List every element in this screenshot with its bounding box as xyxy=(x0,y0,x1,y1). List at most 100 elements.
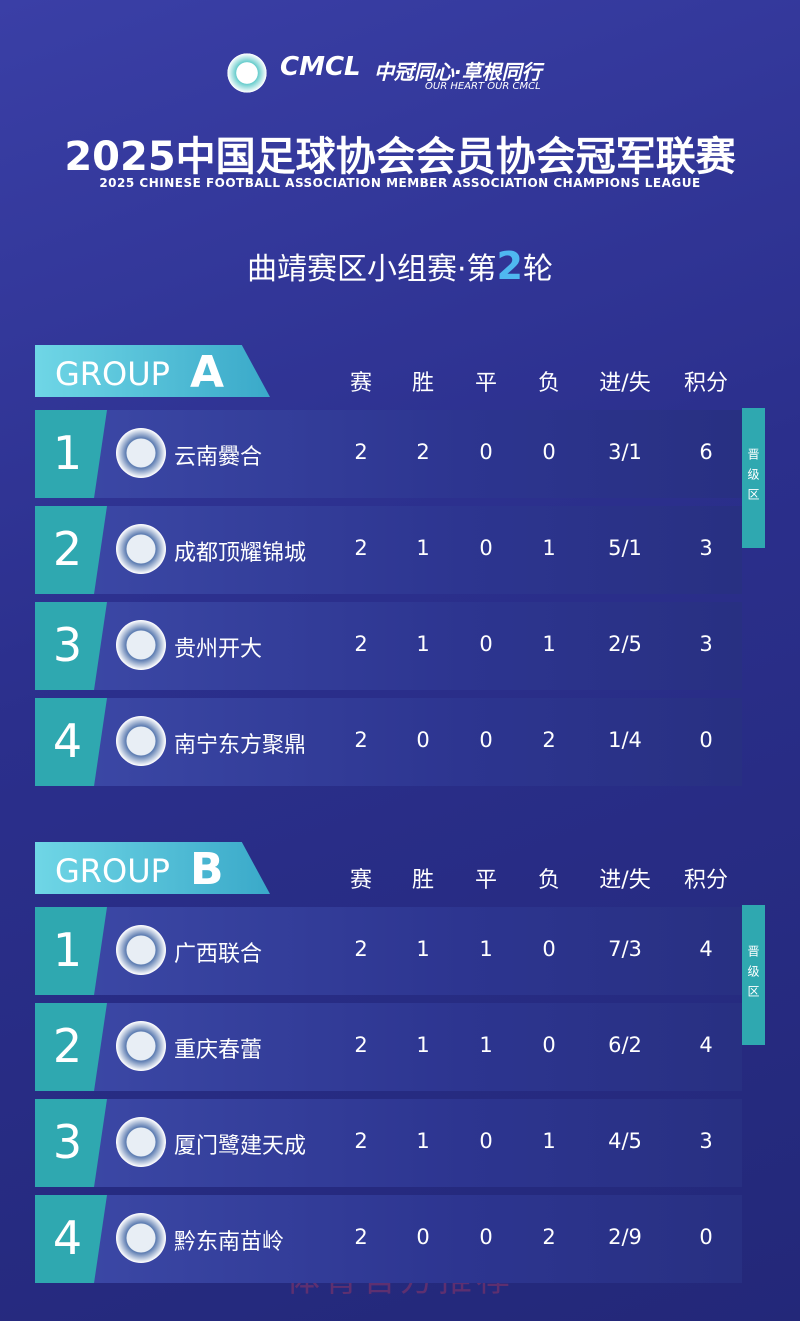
cell: 1 xyxy=(479,937,493,961)
rank: 2 xyxy=(52,522,83,576)
cell: 0 xyxy=(479,1225,493,1249)
cell: 3 xyxy=(699,632,713,656)
cell: 4/5 xyxy=(608,1129,642,1153)
team-logo xyxy=(116,1213,166,1263)
rank-bg xyxy=(35,698,107,786)
cell: 0 xyxy=(479,1129,493,1153)
cell: 0 xyxy=(479,440,493,464)
logo-text: CMCL xyxy=(280,52,361,82)
column-header: 进/失 xyxy=(599,371,651,396)
team-name: 成都顶耀锦城 xyxy=(174,541,307,566)
rank: 1 xyxy=(52,923,83,977)
column-header: 胜 xyxy=(411,868,434,893)
cell: 4 xyxy=(699,1033,713,1057)
team-name: 黔东南苗岭 xyxy=(174,1230,285,1255)
cell: 6/2 xyxy=(608,1033,642,1057)
cell: 7/3 xyxy=(608,937,642,961)
zone-tab: 晋级区 xyxy=(742,905,765,1045)
cell: 0 xyxy=(416,1225,430,1249)
column-header: 胜 xyxy=(411,371,434,396)
round-text: 轮 xyxy=(523,252,553,287)
cell: 2 xyxy=(354,1033,368,1057)
team-name: 重庆春蕾 xyxy=(174,1038,263,1063)
cell: 0 xyxy=(542,1033,556,1057)
slogan-en: OUR HEART OUR CMCL xyxy=(425,81,541,92)
cell: 2 xyxy=(354,536,368,560)
team-name: 贵州开大 xyxy=(174,637,263,662)
group-banner xyxy=(35,345,270,397)
cell: 0 xyxy=(699,1225,713,1249)
cell: 1 xyxy=(542,1129,556,1153)
round-text: 曲靖赛区小组赛·第 xyxy=(247,252,497,287)
cell: 2/9 xyxy=(608,1225,642,1249)
cell: 1 xyxy=(416,536,430,560)
team-logo xyxy=(116,428,166,478)
cell: 2 xyxy=(354,1129,368,1153)
cell: 3 xyxy=(699,1129,713,1153)
rank-bg xyxy=(35,907,107,995)
team-logo xyxy=(116,524,166,574)
team-name: 南宁东方聚鼎 xyxy=(174,733,307,758)
cell: 1 xyxy=(416,1129,430,1153)
team-name: 云南爨合 xyxy=(174,445,263,470)
rank: 1 xyxy=(52,426,83,480)
team-name: 广西联合 xyxy=(174,942,263,967)
cell: 4 xyxy=(699,937,713,961)
cell: 3/1 xyxy=(608,440,642,464)
cell: 0 xyxy=(542,937,556,961)
cell: 2 xyxy=(416,440,430,464)
cell: 1 xyxy=(542,632,556,656)
cell: 3 xyxy=(699,536,713,560)
cell: 1 xyxy=(479,1033,493,1057)
rank: 4 xyxy=(52,714,83,768)
column-header: 平 xyxy=(474,371,497,396)
cell: 0 xyxy=(699,728,713,752)
team-logo xyxy=(116,1021,166,1071)
round: 曲靖赛区小组赛·第2轮 xyxy=(0,244,800,288)
rank-bg xyxy=(35,602,107,690)
cell: 2 xyxy=(542,1225,556,1249)
group-banner xyxy=(35,842,270,894)
column-header: 平 xyxy=(474,868,497,893)
rank: 3 xyxy=(52,1115,83,1169)
cell: 2 xyxy=(354,728,368,752)
cell: 0 xyxy=(416,728,430,752)
team-logo xyxy=(116,620,166,670)
rank-bg xyxy=(35,1099,107,1187)
logo-icon xyxy=(222,48,272,98)
title: 2025中国足球协会会员协会冠军联赛 xyxy=(64,134,736,180)
column-header: 赛 xyxy=(349,371,372,396)
cell: 0 xyxy=(479,728,493,752)
rank-bg xyxy=(35,1003,107,1091)
column-header: 积分 xyxy=(683,868,728,893)
slogan: 中冠同心·草根同行 xyxy=(374,60,542,84)
cell: 5/1 xyxy=(608,536,642,560)
cell: 1 xyxy=(416,632,430,656)
cell: 2 xyxy=(542,728,556,752)
cell: 2 xyxy=(354,1225,368,1249)
column-header: 负 xyxy=(537,868,560,893)
rank: 4 xyxy=(52,1211,83,1265)
team-logo xyxy=(116,925,166,975)
cell: 1/4 xyxy=(608,728,642,752)
column-header: 积分 xyxy=(683,371,728,396)
team-logo xyxy=(116,1117,166,1167)
column-header: 负 xyxy=(537,371,560,396)
group-label: GROUP xyxy=(55,852,170,890)
cell: 1 xyxy=(542,536,556,560)
column-header: 赛 xyxy=(349,868,372,893)
team-name: 厦门鹭建天成 xyxy=(174,1134,307,1159)
rank-bg xyxy=(35,1195,107,1283)
rank-bg xyxy=(35,506,107,594)
rank-bg xyxy=(35,410,107,498)
cell: 6 xyxy=(699,440,713,464)
cell: 1 xyxy=(416,937,430,961)
cell: 0 xyxy=(542,440,556,464)
cell: 2/5 xyxy=(608,632,642,656)
team-logo xyxy=(116,716,166,766)
cell: 2 xyxy=(354,632,368,656)
group-letter: A xyxy=(190,347,225,398)
cell: 2 xyxy=(354,937,368,961)
zone-tab: 晋级区 xyxy=(742,408,765,548)
